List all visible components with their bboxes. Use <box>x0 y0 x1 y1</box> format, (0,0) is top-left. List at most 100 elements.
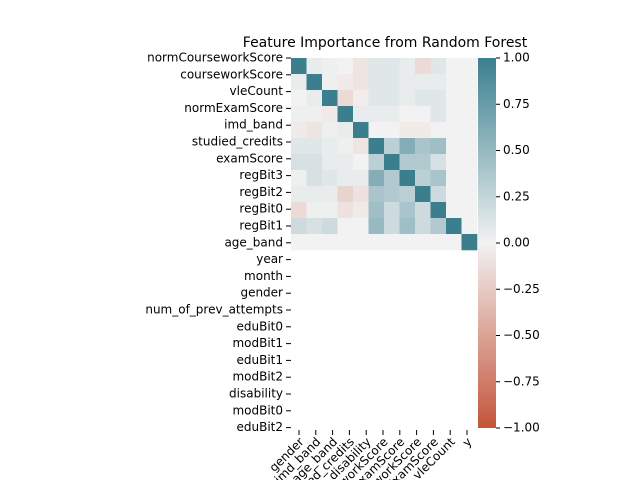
heatmap-cell <box>415 90 431 107</box>
heatmap-cell <box>415 186 431 203</box>
y-tick-label: gender <box>240 286 283 300</box>
heatmap-cell <box>291 106 307 123</box>
colorbar <box>478 58 496 428</box>
heatmap-cell <box>368 106 385 123</box>
y-tick-label: normCourseworkScore <box>147 51 283 65</box>
heatmap-cell <box>291 186 307 203</box>
heatmap-cell <box>306 154 323 171</box>
heatmap-cell <box>368 138 385 155</box>
heatmap-cell <box>446 218 462 235</box>
heatmap-cell <box>461 154 478 171</box>
heatmap-cell <box>306 74 323 91</box>
heatmap-cell <box>337 234 354 251</box>
heatmap-cell <box>399 170 416 187</box>
y-tick-label: studied_credits <box>192 135 283 149</box>
heatmap-cell <box>306 186 323 203</box>
y-tick-label: normExamScore <box>184 101 283 115</box>
heatmap-cell <box>430 58 447 75</box>
heatmap-cell <box>337 74 354 91</box>
y-tick-label: modBit0 <box>232 403 283 417</box>
heatmap-cell <box>430 218 447 235</box>
y-tick-label: age_band <box>224 235 283 249</box>
heatmap-cell <box>306 58 323 75</box>
heatmap-cell <box>368 90 385 107</box>
colorbar-tick-label: −1.00 <box>503 421 540 435</box>
heatmap-cell <box>368 74 385 91</box>
heatmap-cell <box>322 74 338 91</box>
heatmap-cell <box>384 186 400 203</box>
heatmap-cell <box>399 202 416 219</box>
heatmap-cell <box>337 218 354 235</box>
heatmap-cell <box>337 122 354 139</box>
heatmap-cell <box>446 74 462 91</box>
colorbar-tick-label: −0.75 <box>503 374 540 388</box>
colorbar-tick-label: 0.75 <box>503 97 530 111</box>
y-tick-label: eduBit0 <box>236 319 283 333</box>
colorbar-tick-label: −0.50 <box>503 328 540 342</box>
y-tick-label: imd_band <box>224 118 283 132</box>
heatmap-cell <box>306 122 323 139</box>
colorbar-tick-label: −0.25 <box>503 282 540 296</box>
heatmap-cell <box>291 74 307 91</box>
heatmap-cell <box>399 186 416 203</box>
heatmap-cell <box>306 218 323 235</box>
heatmap-cell <box>337 138 354 155</box>
heatmap-cell <box>399 90 416 107</box>
heatmap-cell <box>446 234 462 251</box>
heatmap-cell <box>353 58 369 75</box>
heatmap-cell <box>291 58 307 75</box>
heatmap-cell <box>446 154 462 171</box>
heatmap-cell <box>399 218 416 235</box>
heatmap-cell <box>291 138 307 155</box>
heatmap-cell <box>337 202 354 219</box>
heatmap-cell <box>337 58 354 75</box>
heatmap-cell <box>322 234 338 251</box>
heatmap-cell <box>353 122 369 139</box>
y-tick-label: eduBit1 <box>236 353 283 367</box>
heatmap-cell <box>291 154 307 171</box>
heatmap-cell <box>322 186 338 203</box>
heatmap-cell <box>446 186 462 203</box>
heatmap-cell <box>322 170 338 187</box>
heatmap-cell <box>353 74 369 91</box>
heatmap-cell <box>368 154 385 171</box>
heatmap-cell <box>353 106 369 123</box>
y-tick-label: examScore <box>216 151 283 165</box>
heatmap-cell <box>446 58 462 75</box>
heatmap-cell <box>337 170 354 187</box>
y-tick-label: disability <box>229 387 283 401</box>
heatmap-cell <box>446 122 462 139</box>
heatmap-cell <box>399 234 416 251</box>
heatmap-cell <box>461 138 478 155</box>
heatmap-cell <box>430 202 447 219</box>
heatmap-cell <box>399 58 416 75</box>
heatmap-cell <box>353 154 369 171</box>
heatmap-cell <box>368 58 385 75</box>
heatmap-cell <box>384 58 400 75</box>
heatmap-cell <box>291 90 307 107</box>
heatmap-cell <box>415 138 431 155</box>
heatmap-cell <box>353 186 369 203</box>
heatmap-cell <box>291 170 307 187</box>
heatmap-cell <box>306 90 323 107</box>
colorbar-tick-label: 0.25 <box>503 189 530 203</box>
heatmap-cell <box>430 186 447 203</box>
heatmap-cell <box>322 122 338 139</box>
y-tick-label: num_of_prev_attempts <box>145 303 283 317</box>
heatmap-cell <box>306 106 323 123</box>
heatmap-cell <box>306 234 323 251</box>
heatmap-cell <box>461 234 478 251</box>
heatmap-cell <box>430 122 447 139</box>
heatmap-cell <box>368 186 385 203</box>
heatmap-cell <box>291 202 307 219</box>
heatmap-cell <box>430 170 447 187</box>
chart-title: Feature Importance from Random Forest <box>243 35 528 51</box>
heatmap-cell <box>446 106 462 123</box>
heatmap-cell <box>353 138 369 155</box>
heatmap-cell <box>384 122 400 139</box>
heatmap-cell <box>384 74 400 91</box>
heatmap-cell <box>461 90 478 107</box>
heatmap-cell <box>306 202 323 219</box>
